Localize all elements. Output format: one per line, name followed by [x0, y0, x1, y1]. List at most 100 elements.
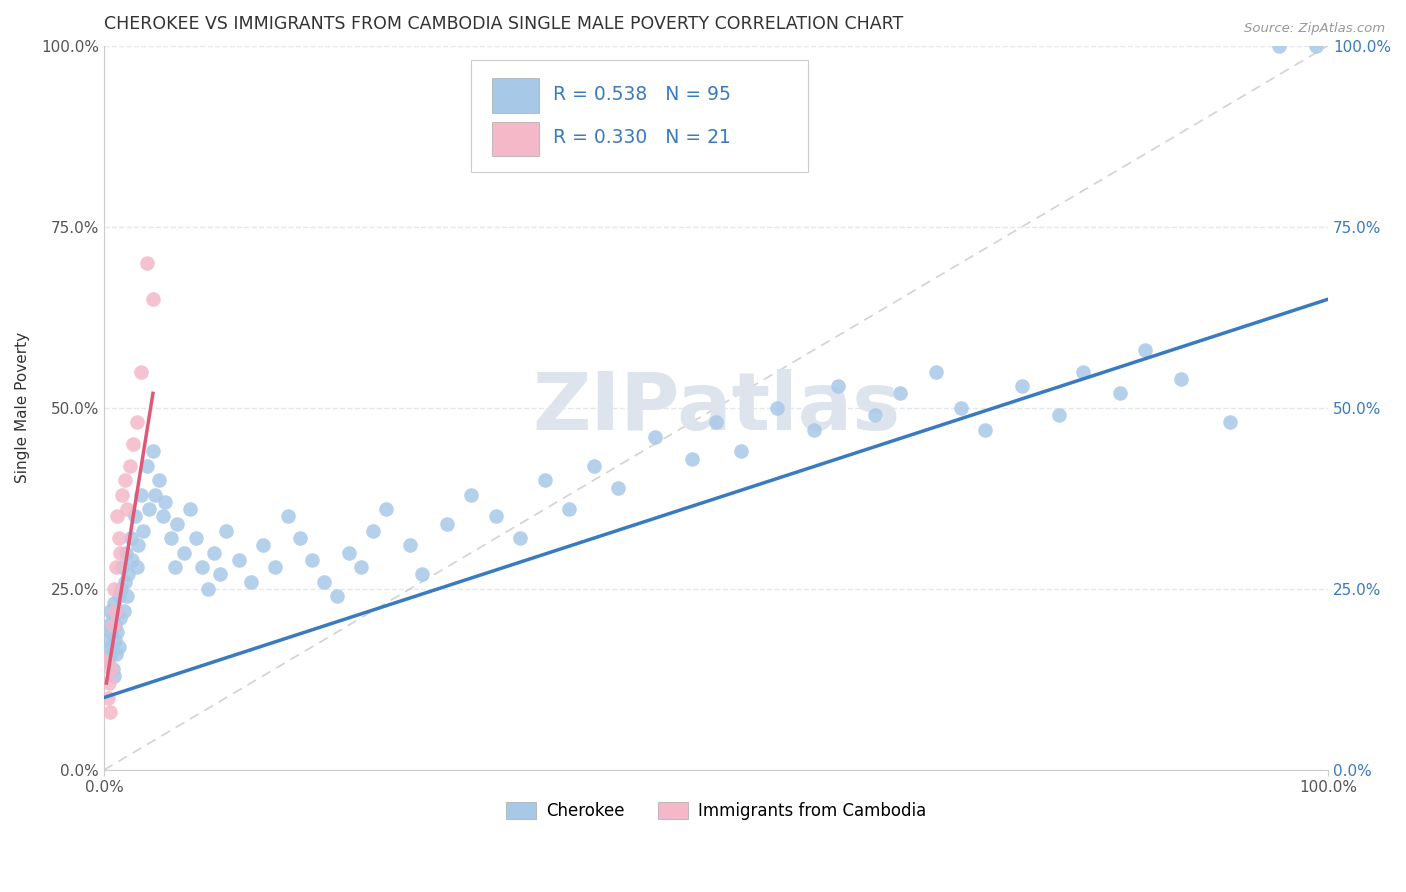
Point	[191, 560, 214, 574]
Point	[558, 502, 581, 516]
Point	[98, 604, 121, 618]
Point	[115, 502, 138, 516]
Point	[485, 509, 508, 524]
Point	[100, 647, 122, 661]
Point	[949, 401, 972, 415]
Point	[107, 640, 129, 654]
Point	[105, 604, 128, 618]
Point	[101, 611, 124, 625]
Point	[122, 437, 145, 451]
Legend: Cherokee, Immigrants from Cambodia: Cherokee, Immigrants from Cambodia	[499, 796, 932, 827]
Point	[350, 560, 373, 574]
Point	[681, 451, 703, 466]
Point	[125, 415, 148, 429]
Point	[1268, 38, 1291, 53]
Point	[374, 502, 396, 516]
Point	[644, 430, 666, 444]
Point	[112, 604, 135, 618]
Point	[98, 640, 121, 654]
Point	[96, 632, 118, 647]
Point	[1109, 386, 1132, 401]
Point	[111, 488, 134, 502]
Point	[607, 481, 630, 495]
Point	[107, 589, 129, 603]
Point	[730, 444, 752, 458]
Point	[173, 546, 195, 560]
Point	[925, 365, 948, 379]
Point	[100, 625, 122, 640]
Point	[103, 669, 125, 683]
Point	[325, 589, 347, 603]
Point	[97, 676, 120, 690]
Point	[135, 256, 157, 270]
Point	[107, 509, 129, 524]
Point	[101, 662, 124, 676]
Point	[145, 488, 167, 502]
Point	[1071, 365, 1094, 379]
Text: R = 0.330   N = 21: R = 0.330 N = 21	[553, 128, 731, 147]
Point	[97, 618, 120, 632]
Point	[114, 473, 136, 487]
Point	[209, 567, 232, 582]
Text: R = 0.538   N = 95: R = 0.538 N = 95	[553, 85, 731, 103]
Point	[105, 560, 128, 574]
Point	[1047, 408, 1070, 422]
Point	[361, 524, 384, 538]
Point	[104, 618, 127, 632]
Point	[1133, 343, 1156, 357]
FancyBboxPatch shape	[492, 121, 538, 156]
Point	[399, 538, 422, 552]
Point	[98, 705, 121, 719]
Point	[228, 553, 250, 567]
Point	[103, 596, 125, 610]
Point	[142, 292, 165, 306]
Point	[582, 458, 605, 473]
Point	[101, 618, 124, 632]
Point	[115, 589, 138, 603]
Point	[107, 531, 129, 545]
Point	[104, 632, 127, 647]
Point	[252, 538, 274, 552]
Point	[974, 423, 997, 437]
Point	[827, 379, 849, 393]
Point	[132, 524, 155, 538]
Point	[1219, 415, 1241, 429]
Point	[97, 654, 120, 668]
FancyBboxPatch shape	[471, 60, 808, 172]
Point	[803, 423, 825, 437]
Point	[215, 524, 238, 538]
Text: CHEROKEE VS IMMIGRANTS FROM CAMBODIA SINGLE MALE POVERTY CORRELATION CHART: CHEROKEE VS IMMIGRANTS FROM CAMBODIA SIN…	[104, 15, 903, 33]
Point	[115, 546, 138, 560]
Point	[197, 582, 219, 596]
Point	[111, 560, 134, 574]
Point	[110, 582, 132, 596]
Point	[100, 662, 122, 676]
Point	[166, 516, 188, 531]
Point	[125, 560, 148, 574]
Point	[704, 415, 727, 429]
Point	[117, 567, 139, 582]
Point	[152, 509, 174, 524]
Point	[436, 516, 458, 531]
Point	[160, 531, 183, 545]
Point	[135, 458, 157, 473]
Point	[1170, 372, 1192, 386]
Point	[1305, 38, 1327, 53]
Point	[509, 531, 531, 545]
FancyBboxPatch shape	[492, 78, 538, 113]
Point	[314, 574, 336, 589]
Point	[163, 560, 186, 574]
Point	[460, 488, 482, 502]
Point	[301, 553, 323, 567]
Point	[863, 408, 886, 422]
Point	[103, 582, 125, 596]
Point	[127, 538, 149, 552]
Point	[153, 495, 176, 509]
Point	[239, 574, 262, 589]
Point	[148, 473, 170, 487]
Point	[766, 401, 789, 415]
Text: ZIPatlas: ZIPatlas	[531, 368, 900, 447]
Text: Source: ZipAtlas.com: Source: ZipAtlas.com	[1244, 22, 1385, 36]
Point	[108, 611, 131, 625]
Point	[142, 444, 165, 458]
